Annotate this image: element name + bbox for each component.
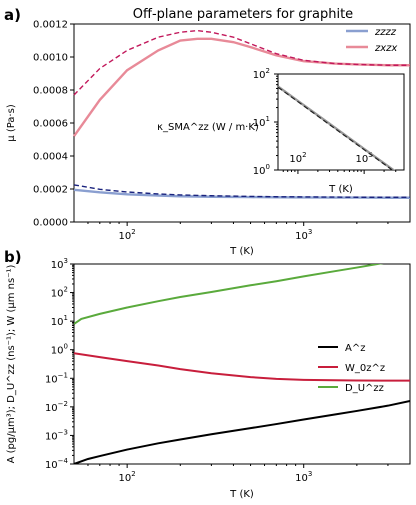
panel-b-plot: 10−4 10−3 10−2 10−1 100 101 102 103 102 103 T (K) A… (6, 257, 411, 500)
inset-y-tick-label: 100 (253, 163, 270, 177)
legend-label: zzzz (374, 27, 397, 38)
inset-y-tick-label: 102 (253, 67, 270, 81)
y-axis-label: μ (Pa·s) (6, 104, 17, 142)
inset-lines (278, 85, 396, 170)
x-axis-label: T (K) (229, 246, 254, 257)
panel-a-plot: 0.0000 0.0002 0.0004 0.0006 0.0008 0.0010 0.00… (6, 20, 411, 257)
inset-x-tick-label: 102 (289, 151, 306, 165)
y-tick-label: 0.0012 (33, 20, 68, 31)
y-tick-label: 0.0002 (33, 185, 68, 196)
y-tick-label: 100 (51, 343, 68, 357)
y-tick-label: 0.0006 (33, 119, 68, 130)
y-tick-label: 103 (51, 257, 68, 271)
y-tick-label: 10−2 (45, 400, 68, 414)
chart-title: Off-plane parameters for graphite (133, 7, 353, 22)
panel-a-label: a) (4, 6, 21, 24)
panel-b-frame (73, 263, 411, 465)
panel-b-label: b) (4, 248, 22, 266)
inset-x-axis-label: T (K) (328, 184, 353, 195)
legend-label: D_U^zz (345, 383, 384, 394)
series-line (74, 352, 410, 382)
series-line (73, 29, 410, 96)
legend-label: zxzx (374, 43, 397, 54)
inset-series-line (278, 86, 394, 170)
x-tick-label: 102 (119, 228, 136, 242)
x-tick-label: 103 (295, 228, 312, 242)
inset-frame (277, 73, 405, 171)
inset-y-tick-label: 101 (253, 115, 270, 129)
y-tick-label: 10−4 (45, 457, 69, 471)
series-line (74, 400, 410, 464)
y-tick-label: 0.0004 (33, 152, 68, 163)
y-tick-label: 101 (51, 314, 68, 328)
legend-label: W_0z^z (345, 363, 385, 374)
inset-y-axis-label: κ_SMA^zz (W / m·K) (157, 122, 259, 133)
inset-series-line (278, 85, 396, 170)
y-tick-label: 10−1 (45, 371, 68, 385)
y-tick-label: 102 (51, 286, 68, 300)
series-line (73, 184, 410, 198)
y-tick-label: 0.0000 (33, 218, 68, 229)
y-axis-label: A (pg/μm³); D_U^zz (ns⁻¹); W (μm ns⁻¹) (6, 265, 17, 464)
panel-b-lines (74, 264, 410, 464)
y-tick-label: 0.0008 (33, 86, 68, 97)
legend-label: A^z (345, 343, 365, 354)
y-tick-label: 0.0010 (33, 53, 68, 64)
series-line (74, 264, 384, 325)
x-axis-label: T (K) (229, 489, 254, 500)
y-tick-label: 10−3 (45, 428, 68, 442)
x-tick-label: 103 (295, 470, 312, 484)
x-tick-label: 102 (119, 470, 136, 484)
